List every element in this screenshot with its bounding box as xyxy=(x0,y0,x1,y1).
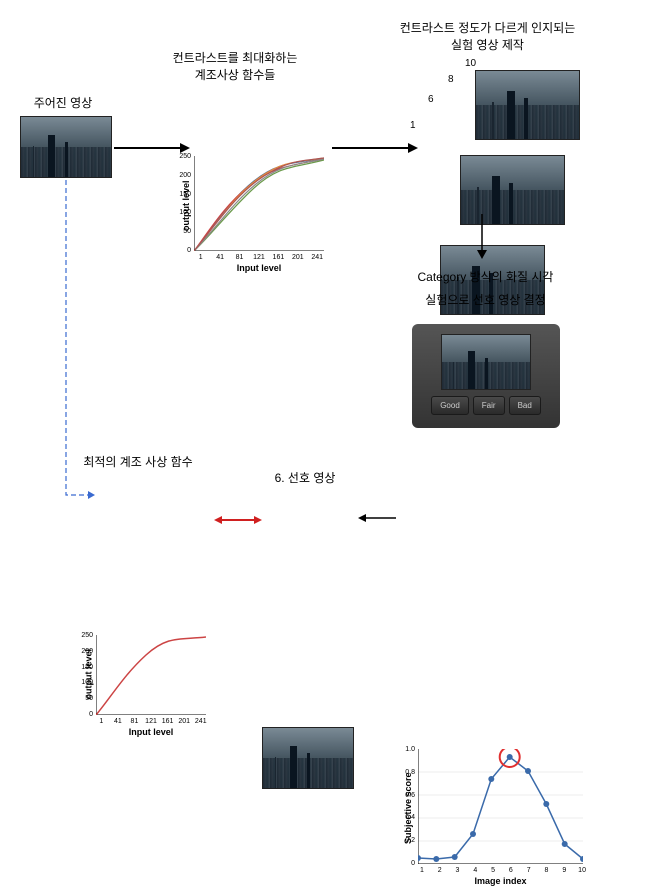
curves-xlabel: Input level xyxy=(194,263,324,273)
optimal-mapping-label: 최적의 계조 사상 함수 xyxy=(58,454,218,471)
category-title: Category 방식의 화질 시각 실험으로 선호 영상 결정 xyxy=(378,266,593,312)
red-double-arrow xyxy=(214,512,262,528)
preferred-image-label: 6. 선호 영상 xyxy=(255,470,355,487)
experiment-title-line2: 실험 영상 제작 xyxy=(365,37,610,54)
arrow-subjective-to-preferred xyxy=(356,510,398,526)
stack-num-8: 8 xyxy=(448,74,454,85)
stack-num-1: 1 xyxy=(410,120,416,131)
input-image-thumbnail xyxy=(20,116,112,178)
optimal-yticks: 050100150200250 xyxy=(78,632,93,718)
preferred-image-thumbnail xyxy=(262,727,354,789)
tone-mapping-chart: output level Input level 141811211612012… xyxy=(194,156,324,251)
tone-mapping-title: 컨트라스트를 최대화하는 계조사상 함수들 xyxy=(150,50,320,84)
image-stack: 10 8 6 1 xyxy=(420,70,600,210)
subjective-yticks: 00.20.40.60.81.0 xyxy=(398,746,415,867)
arrow-stack-to-category xyxy=(472,212,492,260)
input-image-label: 주어진 영상 xyxy=(18,95,108,112)
tone-mapping-title-line1: 컨트라스트를 최대화하는 xyxy=(150,50,320,67)
category-title-line1: Category 방식의 화질 시각 xyxy=(378,266,593,289)
rating-buttons-row: Good Fair Bad xyxy=(431,396,541,415)
tone-mapping-title-line2: 계조사상 함수들 xyxy=(150,67,320,84)
stack-num-10: 10 xyxy=(465,58,476,69)
subjective-chart: Subjective score Image index 12345678910… xyxy=(418,749,583,864)
stack-image-10 xyxy=(475,70,580,140)
rating-preview-image xyxy=(441,334,531,390)
category-title-line2: 실험으로 선호 영상 결정 xyxy=(378,289,593,312)
subjective-xticks: 12345678910 xyxy=(413,867,591,874)
rating-bad-button[interactable]: Bad xyxy=(509,396,541,415)
experiment-title: 컨트라스트 정도가 다르게 인지되는 실험 영상 제작 xyxy=(365,20,610,54)
stack-num-6: 6 xyxy=(428,94,434,105)
rating-good-button[interactable]: Good xyxy=(431,396,469,415)
curves-yticks: 050100150200250 xyxy=(176,153,191,254)
optimal-chart: output level Input level 141811211612012… xyxy=(96,635,206,715)
rating-fair-button[interactable]: Fair xyxy=(473,396,505,415)
optimal-xlabel: Input level xyxy=(96,727,206,737)
experiment-title-line1: 컨트라스트 정도가 다르게 인지되는 xyxy=(365,20,610,37)
rating-panel: Good Fair Bad xyxy=(412,324,560,428)
subjective-xlabel: Image index xyxy=(418,876,583,886)
curves-xticks: 14181121161201241 xyxy=(191,254,327,261)
arrow-curves-to-stack xyxy=(330,138,420,158)
optimal-xticks: 14181121161201241 xyxy=(93,718,209,725)
